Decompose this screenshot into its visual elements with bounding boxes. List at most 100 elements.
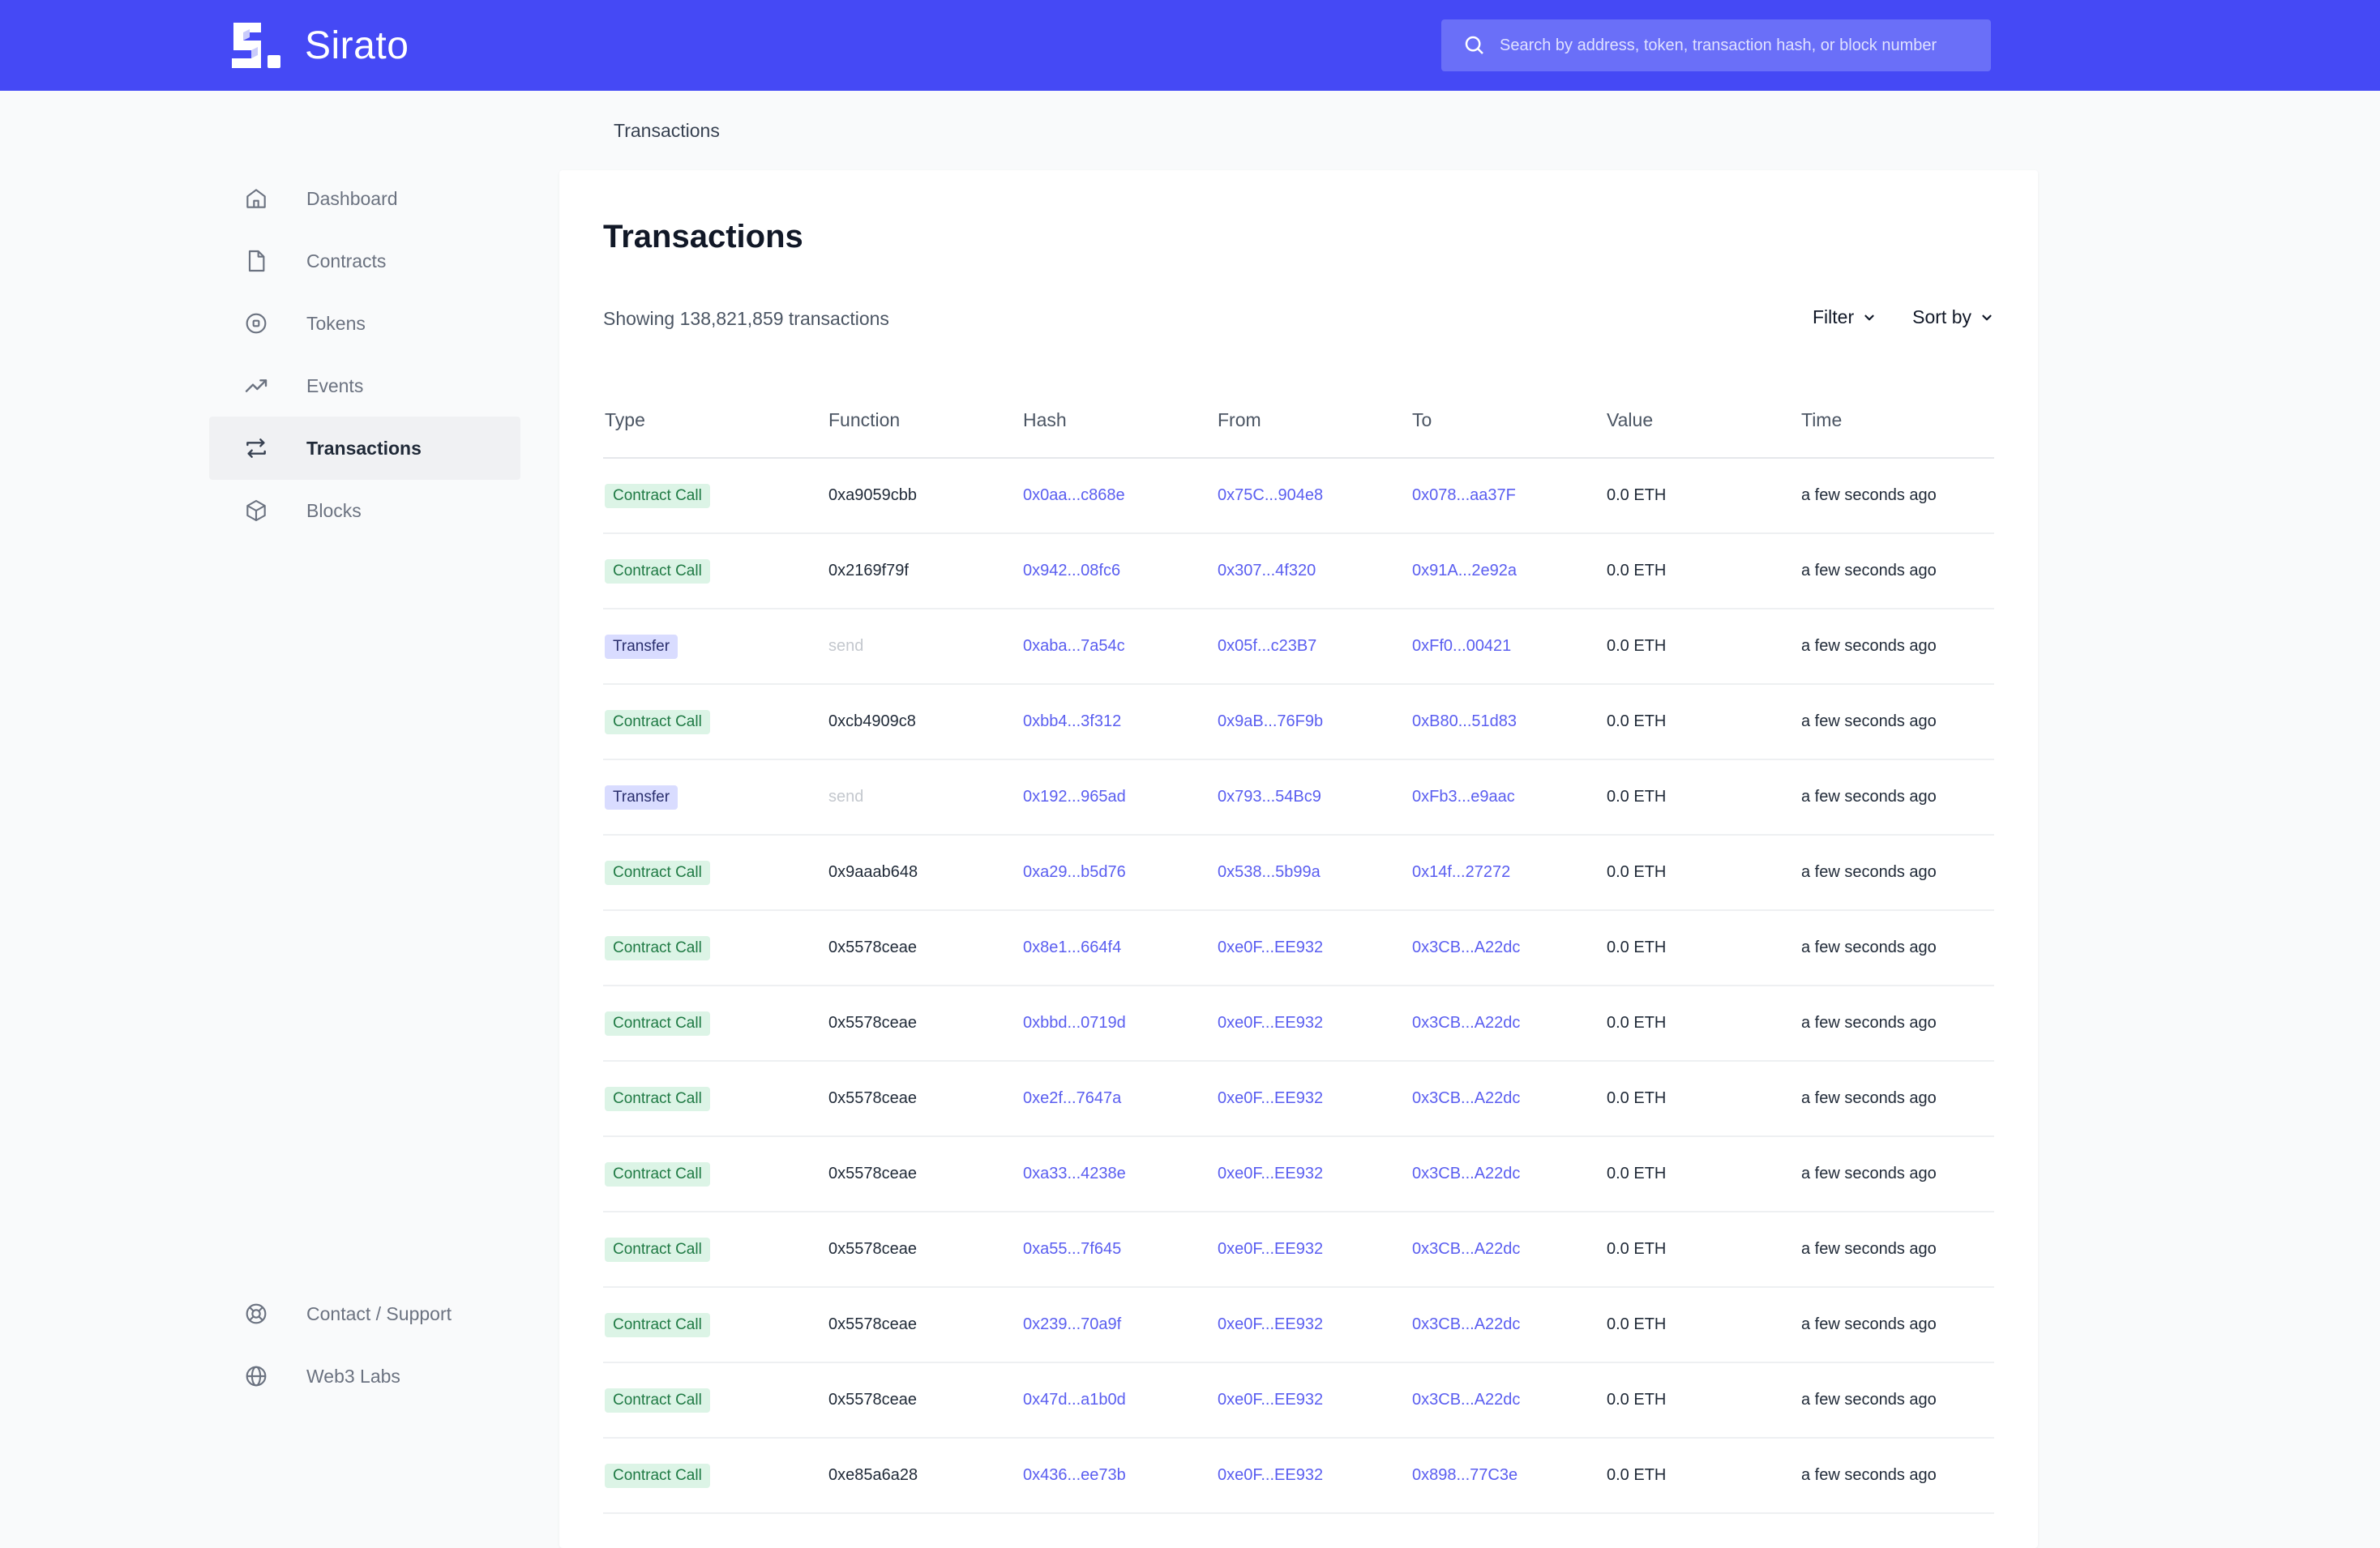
hash-link[interactable]: 0x239...70a9f bbox=[1023, 1315, 1122, 1333]
time-cell: a few seconds ago bbox=[1800, 910, 1994, 986]
hash-link[interactable]: 0xa55...7f645 bbox=[1023, 1240, 1122, 1258]
from-address-link[interactable]: 0x9aB...76F9b bbox=[1218, 712, 1324, 730]
to-address-link[interactable]: 0x91A...2e92a bbox=[1412, 562, 1517, 579]
table-row[interactable]: Contract Call 0x5578ceae 0xa55...7f645 0xe0… bbox=[603, 1212, 1994, 1288]
sidebar-item-events[interactable]: Events bbox=[209, 354, 520, 417]
sidebar-item-tokens[interactable]: Tokens bbox=[209, 292, 520, 355]
hash-link[interactable]: 0x8e1...664f4 bbox=[1023, 939, 1122, 956]
from-address-link[interactable]: 0xe0F...EE932 bbox=[1218, 1089, 1324, 1107]
from-address-link[interactable]: 0x538...5b99a bbox=[1218, 863, 1321, 881]
sidebar-item-contact-support[interactable]: Contact / Support bbox=[209, 1282, 520, 1345]
table-row[interactable]: Transfer send 0xaba...7a54c 0x05f...c23B7 0x… bbox=[603, 609, 1994, 685]
type-badge: Contract Call bbox=[605, 1161, 710, 1187]
hash-link[interactable]: 0xa33...4238e bbox=[1023, 1165, 1126, 1182]
type-cell: Contract Call bbox=[603, 1287, 827, 1363]
table-row[interactable]: Contract Call 0xcb4909c8 0xbb4...3f312 0x9a… bbox=[603, 684, 1994, 760]
to-address-link[interactable]: 0x898...77C3e bbox=[1412, 1466, 1518, 1484]
type-cell: Transfer bbox=[603, 609, 827, 685]
hash-cell: 0x192...965ad bbox=[1021, 759, 1216, 836]
hash-cell: 0x436...ee73b bbox=[1021, 1438, 1216, 1514]
table-row[interactable]: Transfer send 0x192...965ad 0x793...54Bc9 0x… bbox=[603, 759, 1994, 836]
to-address-link[interactable]: 0xB80...51d83 bbox=[1412, 712, 1517, 730]
from-address-link[interactable]: 0xe0F...EE932 bbox=[1218, 1391, 1324, 1409]
to-address-link[interactable]: 0xFf0...00421 bbox=[1412, 637, 1512, 655]
sidebar-item-web3-labs[interactable]: Web3 Labs bbox=[209, 1345, 520, 1408]
type-cell: Contract Call bbox=[603, 1061, 827, 1137]
function-cell: 0x5578ceae bbox=[827, 1287, 1021, 1363]
table-row[interactable]: Contract Call 0x5578ceae 0x239...70a9f 0xe0… bbox=[603, 1287, 1994, 1363]
table-row[interactable]: Contract Call 0x5578ceae 0x8e1...664f4 0xe0… bbox=[603, 910, 1994, 986]
from-address-link[interactable]: 0x05f...c23B7 bbox=[1218, 637, 1317, 655]
sidebar-item-transactions[interactable]: Transactions bbox=[209, 417, 520, 480]
value-cell: 0.0 ETH bbox=[1605, 986, 1800, 1062]
time-cell: a few seconds ago bbox=[1800, 609, 1994, 685]
to-cell: 0x3CB...A22dc bbox=[1410, 910, 1605, 986]
type-cell: Contract Call bbox=[603, 1362, 827, 1439]
table-row[interactable]: Contract Call 0xa9059cbb 0x0aa...c868e 0x75… bbox=[603, 458, 1994, 534]
sort-dropdown[interactable]: Sort by bbox=[1912, 306, 1994, 328]
table-row[interactable]: Contract Call 0x9aaab648 0xa29...b5d76 0x53… bbox=[603, 835, 1994, 911]
to-address-link[interactable]: 0x3CB...A22dc bbox=[1412, 1391, 1521, 1409]
logo[interactable]: Sirato bbox=[229, 18, 409, 73]
hash-link[interactable]: 0xbbd...0719d bbox=[1023, 1014, 1126, 1032]
hash-link[interactable]: 0xa29...b5d76 bbox=[1023, 863, 1126, 881]
to-address-link[interactable]: 0xFb3...e9aac bbox=[1412, 788, 1515, 806]
from-address-link[interactable]: 0xe0F...EE932 bbox=[1218, 1240, 1324, 1258]
to-cell: 0xFf0...00421 bbox=[1410, 609, 1605, 685]
to-address-link[interactable]: 0x3CB...A22dc bbox=[1412, 939, 1521, 956]
from-address-link[interactable]: 0xe0F...EE932 bbox=[1218, 1315, 1324, 1333]
from-address-link[interactable]: 0xe0F...EE932 bbox=[1218, 1014, 1324, 1032]
hash-link[interactable]: 0x192...965ad bbox=[1023, 788, 1126, 806]
sidebar-item-blocks[interactable]: Blocks bbox=[209, 479, 520, 542]
type-cell: Contract Call bbox=[603, 458, 827, 534]
table-row[interactable]: Contract Call 0x5578ceae 0xa33...4238e 0xe0… bbox=[603, 1136, 1994, 1212]
app-name: Sirato bbox=[305, 24, 409, 67]
value-cell: 0.0 ETH bbox=[1605, 533, 1800, 609]
hash-link[interactable]: 0xe2f...7647a bbox=[1023, 1089, 1122, 1107]
value-cell: 0.0 ETH bbox=[1605, 1287, 1800, 1363]
from-address-link[interactable]: 0xe0F...EE932 bbox=[1218, 1165, 1324, 1182]
from-address-link[interactable]: 0x307...4f320 bbox=[1218, 562, 1316, 579]
hash-cell: 0x47d...a1b0d bbox=[1021, 1362, 1216, 1439]
table-row[interactable]: Contract Call 0x5578ceae 0xbbd...0719d 0xe0… bbox=[603, 986, 1994, 1062]
to-address-link[interactable]: 0x3CB...A22dc bbox=[1412, 1089, 1521, 1107]
from-cell: 0x75C...904e8 bbox=[1216, 458, 1410, 534]
to-address-link[interactable]: 0x078...aa37F bbox=[1412, 486, 1516, 504]
from-cell: 0x793...54Bc9 bbox=[1216, 759, 1410, 836]
table-row[interactable]: Contract Call 0x2169f79f 0x942...08fc6 0x30… bbox=[603, 533, 1994, 609]
table-row[interactable]: Contract Call 0x5578ceae 0x47d...a1b0d 0xe0… bbox=[603, 1362, 1994, 1439]
type-badge: Contract Call bbox=[605, 1237, 710, 1262]
to-address-link[interactable]: 0x3CB...A22dc bbox=[1412, 1315, 1521, 1333]
hash-link[interactable]: 0x47d...a1b0d bbox=[1023, 1391, 1126, 1409]
hash-link[interactable]: 0xaba...7a54c bbox=[1023, 637, 1125, 655]
time-cell: a few seconds ago bbox=[1800, 1287, 1994, 1363]
function-cell: send bbox=[827, 759, 1021, 836]
to-address-link[interactable]: 0x3CB...A22dc bbox=[1412, 1165, 1521, 1182]
search-input[interactable] bbox=[1500, 29, 1978, 62]
filter-dropdown[interactable]: Filter bbox=[1813, 306, 1877, 328]
hash-link[interactable]: 0xbb4...3f312 bbox=[1023, 712, 1122, 730]
sidebar-item-dashboard[interactable]: Dashboard bbox=[209, 167, 520, 230]
function-cell: 0x5578ceae bbox=[827, 1061, 1021, 1137]
sidebar-item-contracts[interactable]: Contracts bbox=[209, 229, 520, 293]
hash-link[interactable]: 0x436...ee73b bbox=[1023, 1466, 1126, 1484]
hash-link[interactable]: 0x942...08fc6 bbox=[1023, 562, 1121, 579]
search-bar[interactable] bbox=[1441, 19, 1991, 71]
table-row[interactable]: Contract Call 0x5578ceae 0xe2f...7647a 0xe0… bbox=[603, 1061, 1994, 1137]
from-address-link[interactable]: 0xe0F...EE932 bbox=[1218, 1466, 1324, 1484]
time-cell: a few seconds ago bbox=[1800, 759, 1994, 836]
to-address-link[interactable]: 0x3CB...A22dc bbox=[1412, 1240, 1521, 1258]
to-cell: 0x3CB...A22dc bbox=[1410, 1136, 1605, 1212]
type-cell: Contract Call bbox=[603, 1212, 827, 1288]
from-address-link[interactable]: 0x75C...904e8 bbox=[1218, 486, 1324, 504]
hash-link[interactable]: 0x0aa...c868e bbox=[1023, 486, 1125, 504]
home-icon bbox=[246, 189, 266, 208]
to-address-link[interactable]: 0x3CB...A22dc bbox=[1412, 1014, 1521, 1032]
type-cell: Contract Call bbox=[603, 986, 827, 1062]
from-address-link[interactable]: 0x793...54Bc9 bbox=[1218, 788, 1321, 806]
to-address-link[interactable]: 0x14f...27272 bbox=[1412, 863, 1511, 881]
from-address-link[interactable]: 0xe0F...EE932 bbox=[1218, 939, 1324, 956]
filter-label: Filter bbox=[1813, 306, 1855, 327]
table-row[interactable]: Contract Call 0xe85a6a28 0x436...ee73b 0xe0… bbox=[603, 1438, 1994, 1514]
from-cell: 0xe0F...EE932 bbox=[1216, 1438, 1410, 1514]
